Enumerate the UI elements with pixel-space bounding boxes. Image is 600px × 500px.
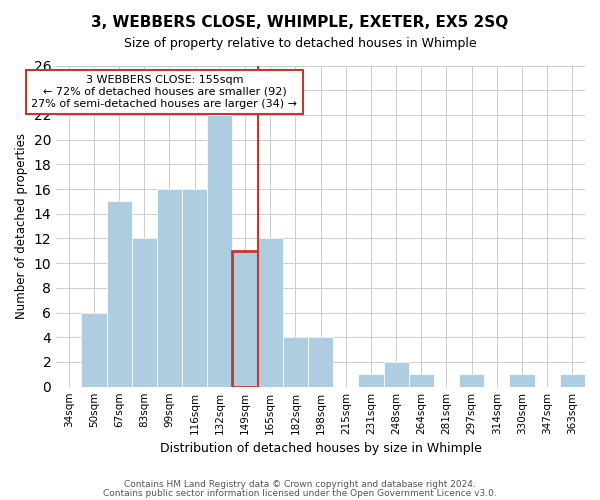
Text: 3, WEBBERS CLOSE, WHIMPLE, EXETER, EX5 2SQ: 3, WEBBERS CLOSE, WHIMPLE, EXETER, EX5 2…: [91, 15, 509, 30]
Bar: [383, 362, 409, 386]
Text: Contains public sector information licensed under the Open Government Licence v3: Contains public sector information licen…: [103, 488, 497, 498]
Bar: [82, 312, 107, 386]
Text: 3 WEBBERS CLOSE: 155sqm
← 72% of detached houses are smaller (92)
27% of semi-de: 3 WEBBERS CLOSE: 155sqm ← 72% of detache…: [31, 76, 298, 108]
Bar: [232, 251, 257, 386]
Bar: [107, 202, 132, 386]
Bar: [358, 374, 383, 386]
Bar: [257, 238, 283, 386]
X-axis label: Distribution of detached houses by size in Whimple: Distribution of detached houses by size …: [160, 442, 482, 455]
Bar: [207, 115, 232, 386]
Bar: [132, 238, 157, 386]
Bar: [560, 374, 585, 386]
Bar: [509, 374, 535, 386]
Y-axis label: Number of detached properties: Number of detached properties: [15, 133, 28, 319]
Text: Size of property relative to detached houses in Whimple: Size of property relative to detached ho…: [124, 38, 476, 51]
Text: Contains HM Land Registry data © Crown copyright and database right 2024.: Contains HM Land Registry data © Crown c…: [124, 480, 476, 489]
Bar: [409, 374, 434, 386]
Bar: [308, 338, 333, 386]
Bar: [459, 374, 484, 386]
Bar: [283, 338, 308, 386]
Bar: [182, 189, 207, 386]
Bar: [157, 189, 182, 386]
